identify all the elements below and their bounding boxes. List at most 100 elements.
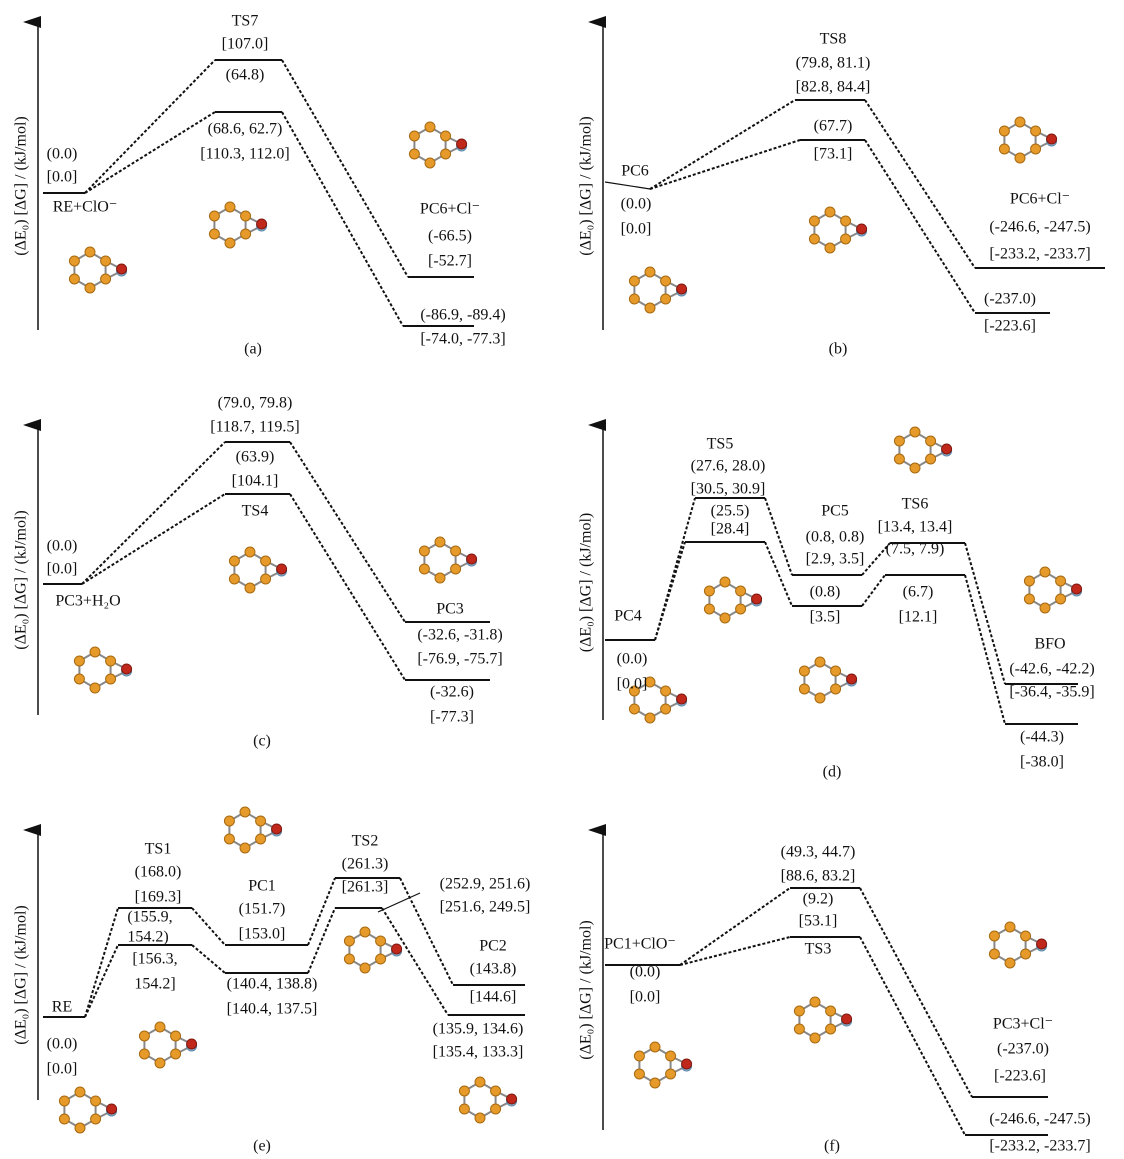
carbon-atom: [894, 436, 904, 446]
energy-label: [-76.9, -75.7]: [417, 651, 502, 668]
connector: [85, 60, 215, 193]
connector: [862, 575, 885, 606]
carbon-atom: [826, 1024, 836, 1034]
carbon-atom: [475, 1077, 485, 1087]
carbon-atom: [376, 954, 386, 964]
energy-label: RE: [52, 999, 72, 1016]
connector: [82, 442, 225, 584]
carbon-atom: [825, 207, 835, 217]
energy-label: (-86.9, -89.4): [420, 307, 505, 324]
molecule-icon: [999, 117, 1056, 163]
energy-label: [-223.6]: [994, 1068, 1046, 1085]
oxygen-atom: [122, 664, 132, 674]
axis-label: (ΔE₀) [ΔG] / (kJ/mol): [578, 513, 595, 652]
carbon-atom: [629, 704, 639, 714]
molecule-icon: [629, 267, 686, 313]
carbon-atom: [1005, 958, 1015, 968]
carbon-atom: [224, 834, 234, 844]
oxygen-atom: [682, 1059, 692, 1069]
carbon-atom: [645, 713, 655, 723]
energy-label: (79.0, 79.8): [218, 395, 293, 412]
carbon-atom: [1040, 567, 1050, 577]
carbon-atom: [989, 949, 999, 959]
carbon-atom: [1015, 153, 1025, 163]
carbon-atom: [171, 1049, 181, 1059]
carbon-atom: [376, 936, 386, 946]
energy-label: PC1: [248, 878, 276, 895]
carbon-atom: [155, 1022, 165, 1032]
axis-label: (ΔE₀) [ΔG] / (kJ/mol): [13, 510, 30, 649]
energy-label: [88.6, 83.2]: [781, 868, 856, 885]
carbon-atom: [74, 674, 84, 684]
carbon-atom: [1040, 603, 1050, 613]
energy-label: (151.7): [239, 901, 286, 918]
carbon-atom: [894, 454, 904, 464]
figure: (ΔE₀) [ΔG] / (kJ/mol)TS7[107.0](64.8)(68…: [0, 0, 1124, 1159]
carbon-atom: [1031, 144, 1041, 154]
energy-label: [-38.0]: [1020, 754, 1064, 771]
carbon-atom: [451, 546, 461, 556]
energy-label: 154.2): [127, 929, 168, 946]
panel-label: (e): [253, 1138, 271, 1155]
energy-label: TS6: [902, 496, 929, 513]
carbon-atom: [261, 574, 271, 584]
axis-label: (ΔE₀) [ΔG] / (kJ/mol): [578, 116, 595, 255]
oxygen-atom: [857, 224, 867, 234]
carbon-atom: [491, 1086, 501, 1096]
carbon-atom: [634, 1069, 644, 1079]
carbon-atom: [1005, 922, 1015, 932]
energy-label: [0.0]: [617, 676, 648, 693]
energy-label: (7.5, 7.9): [886, 541, 945, 558]
energy-label: [0.0]: [47, 169, 78, 186]
energy-label: [-52.7]: [428, 253, 472, 270]
energy-label: (143.8): [470, 961, 517, 978]
oxygen-atom: [677, 694, 687, 704]
energy-label: (-237.0): [984, 291, 1036, 308]
energy-label: TS4: [242, 503, 269, 520]
energy-label: (-246.6, -247.5): [989, 219, 1090, 236]
carbon-atom: [85, 283, 95, 293]
carbon-atom: [661, 276, 671, 286]
molecule-icon: [69, 247, 126, 293]
carbon-atom: [720, 613, 730, 623]
carbon-atom: [344, 936, 354, 946]
connector: [865, 100, 975, 268]
energy-label: [-233.2, -233.7]: [989, 246, 1090, 263]
molecule-icon: [894, 427, 951, 473]
panel-label: (d): [823, 764, 842, 781]
energy-label: (49.3, 44.7): [781, 844, 856, 861]
carbon-atom: [75, 1123, 85, 1133]
carbon-atom: [799, 684, 809, 694]
connector: [290, 494, 405, 680]
pointer-line: [378, 893, 420, 912]
carbon-atom: [666, 1069, 676, 1079]
carbon-atom: [106, 656, 116, 666]
oxygen-atom: [392, 944, 402, 954]
energy-label: [118.7, 119.5]: [210, 419, 299, 436]
energy-label: [107.0]: [222, 36, 269, 53]
carbon-atom: [1056, 576, 1066, 586]
energy-label: (-32.6): [430, 684, 474, 701]
molecule-icon: [139, 1022, 196, 1068]
energy-label: [-233.2, -233.7]: [989, 1138, 1090, 1155]
carbon-atom: [736, 604, 746, 614]
carbon-atom: [831, 666, 841, 676]
energy-label: [110.3, 112.0]: [200, 146, 289, 163]
carbon-atom: [91, 1096, 101, 1106]
carbon-atom: [794, 1006, 804, 1016]
energy-label: PC4: [614, 608, 642, 625]
panel-label: (b): [829, 341, 848, 358]
molecule-icon: [74, 647, 131, 693]
connector: [965, 575, 1005, 724]
energy-label: [-74.0, -77.3]: [420, 331, 505, 348]
energy-label: (63.9): [236, 449, 275, 466]
molecule-icon: [1024, 567, 1081, 613]
carbon-atom: [69, 256, 79, 266]
carbon-atom: [90, 647, 100, 657]
energy-label: PC3+H₂O: [55, 593, 120, 610]
carbon-atom: [809, 216, 819, 226]
carbon-atom: [1056, 594, 1066, 604]
molecule-icon: [229, 547, 286, 593]
oxygen-atom: [257, 219, 267, 229]
energy-label: [73.1]: [814, 146, 853, 163]
